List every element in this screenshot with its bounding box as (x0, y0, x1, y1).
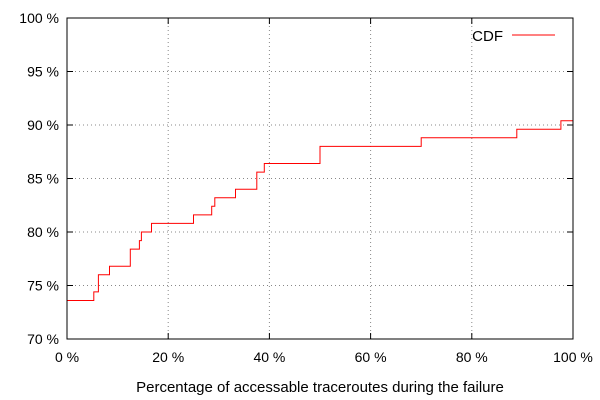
y-tick-label: 95 % (27, 64, 59, 80)
y-tick-label: 90 % (27, 117, 59, 133)
y-tick-label: 80 % (27, 224, 59, 240)
x-axis-title: Percentage of accessable traceroutes dur… (136, 379, 504, 396)
legend: CDF (472, 28, 555, 45)
x-tick-label: 60 % (355, 349, 387, 365)
x-tick-label: 100 % (553, 349, 593, 365)
x-tick-label: 40 % (253, 349, 285, 365)
y-tick-label: 75 % (27, 278, 59, 294)
series-layer (67, 120, 573, 301)
y-tick-label: 100 % (19, 10, 59, 26)
x-tick-label: 0 % (55, 349, 79, 365)
x-tick-label: 80 % (456, 349, 488, 365)
legend-label-cdf: CDF (472, 28, 503, 45)
plot-frame (66, 17, 574, 340)
series-line-cdf (67, 120, 573, 301)
y-tick-label: 70 % (27, 331, 59, 347)
tick-labels: 70 % 75 % 80 % 85 % 90 % 95 % 100 % 0 % 20 % 40 %… (19, 10, 593, 365)
grid-lines (67, 18, 573, 339)
y-tick-label: 85 % (27, 171, 59, 187)
x-tick-label: 20 % (152, 349, 184, 365)
